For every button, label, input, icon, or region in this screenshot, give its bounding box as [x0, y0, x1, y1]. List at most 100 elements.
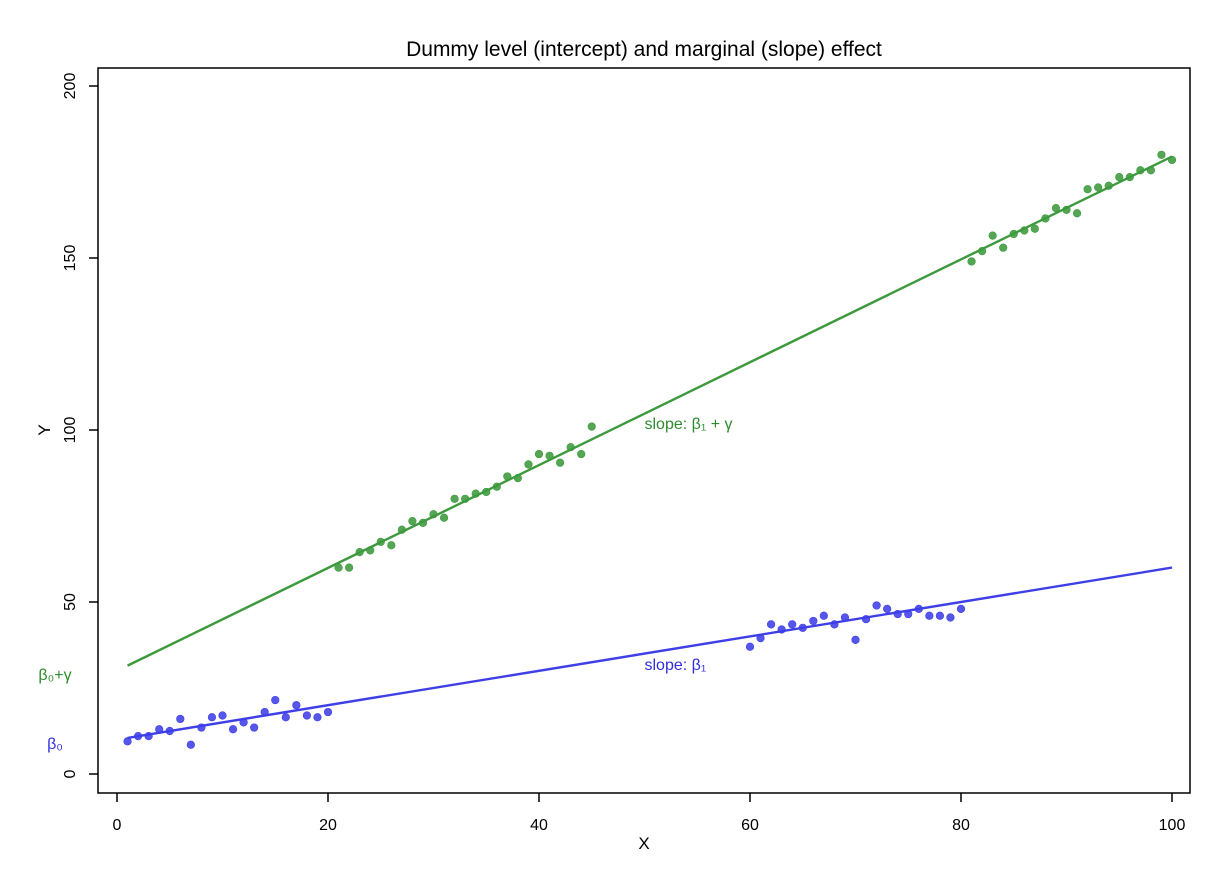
- data-point: [809, 616, 818, 626]
- data-point: [197, 723, 206, 732]
- x-tick-label: 100: [1159, 817, 1186, 834]
- data-point: [461, 494, 470, 503]
- data-point: [1009, 229, 1018, 239]
- data-point: [1041, 214, 1050, 223]
- data-point: [323, 707, 333, 717]
- data-point: [207, 713, 217, 722]
- data-point: [851, 635, 860, 644]
- x-tick-label: 20: [319, 817, 337, 834]
- data-point: [492, 482, 501, 491]
- data-point: [788, 620, 797, 629]
- data-point: [1146, 166, 1155, 175]
- x-tick-label: 40: [530, 817, 548, 834]
- data-point: [798, 623, 807, 632]
- data-point: [988, 231, 997, 240]
- data-point: [545, 451, 554, 460]
- data-point: [313, 713, 322, 722]
- y-tick-label: 150: [62, 245, 79, 272]
- slope-annotation: slope: β₁: [645, 657, 707, 674]
- x-tick-label: 80: [952, 817, 970, 834]
- data-point: [418, 518, 428, 527]
- data-point: [819, 611, 828, 620]
- data-point: [271, 695, 280, 705]
- data-point: [239, 718, 248, 727]
- data-point: [925, 611, 934, 620]
- data-point: [555, 458, 565, 467]
- fit-line-1: [127, 566, 1173, 740]
- data-point: [1115, 173, 1124, 182]
- data-point: [471, 489, 480, 498]
- data-point: [1094, 183, 1103, 192]
- data-point: [144, 732, 153, 741]
- data-point: [766, 620, 776, 629]
- data-point: [1051, 204, 1061, 213]
- data-point: [587, 422, 596, 431]
- intercept-annotation: β₀: [47, 736, 63, 753]
- data-point: [872, 601, 881, 610]
- data-point: [345, 563, 354, 572]
- fit-lines: [127, 155, 1173, 740]
- data-point: [956, 604, 966, 613]
- data-point: [408, 517, 417, 526]
- data-points: [123, 150, 1177, 749]
- annotations: slope: β₁ + γ slope: β₁ β₀+γ β₀: [38, 416, 732, 753]
- data-point: [1072, 209, 1082, 218]
- y-tick-label: 100: [62, 417, 79, 444]
- x-tick-label: 0: [113, 817, 122, 834]
- data-point: [429, 510, 438, 519]
- fit-line-2: [127, 155, 1173, 667]
- data-point: [260, 707, 269, 717]
- data-point: [292, 701, 301, 710]
- data-point: [355, 548, 364, 557]
- data-point: [165, 726, 174, 736]
- data-point: [977, 247, 987, 256]
- data-point: [218, 711, 227, 720]
- x-tick-label: 60: [741, 817, 759, 834]
- data-point: [482, 487, 491, 497]
- data-point: [281, 713, 290, 722]
- data-point: [176, 714, 185, 724]
- data-point: [334, 563, 343, 572]
- data-point: [387, 541, 396, 550]
- data-point: [1083, 185, 1092, 194]
- y-tick-label: 200: [62, 73, 79, 100]
- data-point: [840, 613, 850, 622]
- data-point: [1125, 173, 1134, 182]
- data-point: [302, 711, 312, 720]
- data-point: [1157, 150, 1166, 159]
- data-point: [155, 725, 164, 734]
- data-point: [946, 613, 955, 622]
- data-point: [376, 537, 385, 546]
- data-point: [1104, 181, 1113, 190]
- data-point: [450, 494, 459, 503]
- data-point: [1062, 205, 1071, 214]
- data-point: [914, 604, 923, 613]
- data-point: [883, 604, 892, 613]
- data-point: [186, 740, 195, 749]
- data-point: [577, 449, 586, 459]
- data-point: [228, 725, 238, 734]
- data-point: [397, 525, 406, 534]
- data-point: [745, 642, 755, 651]
- data-point: [893, 609, 902, 619]
- data-point: [1030, 224, 1039, 233]
- data-point: [777, 625, 786, 634]
- data-point: [534, 449, 544, 459]
- x-axis-label: X: [638, 834, 649, 853]
- data-point: [756, 634, 765, 643]
- chart-title: Dummy level (intercept) and marginal (sl…: [406, 38, 882, 61]
- data-point: [904, 609, 913, 619]
- data-point: [123, 737, 132, 746]
- data-point: [366, 546, 375, 555]
- data-point: [513, 474, 523, 483]
- data-point: [1136, 166, 1145, 175]
- data-point: [935, 611, 945, 620]
- intercept-annotation: β₀+γ: [38, 667, 71, 684]
- data-point: [967, 257, 976, 266]
- data-point: [1020, 226, 1029, 235]
- y-tick-label: 0: [62, 769, 79, 778]
- data-point: [999, 243, 1008, 252]
- data-point: [134, 732, 143, 741]
- data-point: [524, 460, 533, 469]
